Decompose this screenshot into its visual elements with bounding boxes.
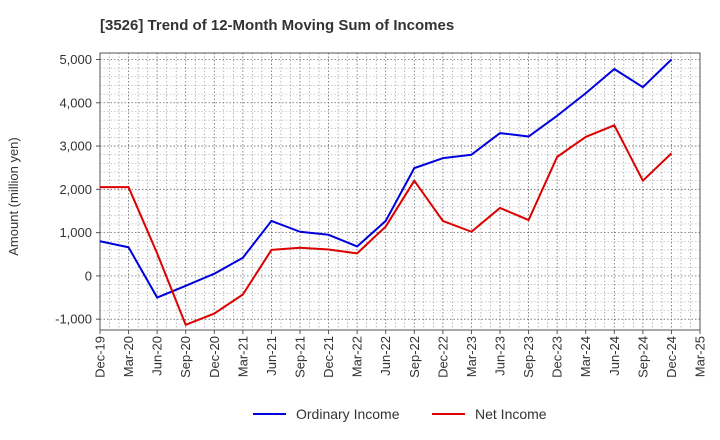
- series-line-ordinary-income: [99, 58, 673, 299]
- chart-title: [3526] Trend of 12-Month Moving Sum of I…: [100, 17, 454, 34]
- plot-frame: [99, 52, 701, 331]
- x-tick-label: Dec-24: [664, 336, 679, 378]
- x-tick-label: Jun-22: [378, 336, 393, 376]
- y-tick-label: 0: [85, 268, 92, 283]
- y-axis: -1,000 0 1,000 2,000 3,000 4,000 5,000: [55, 52, 100, 327]
- series-lines: [99, 58, 673, 326]
- y-tick-label: 5,000: [59, 52, 92, 67]
- y-axis-label: Amount (million yen): [6, 137, 21, 256]
- x-tick-label: Dec-22: [435, 336, 450, 378]
- x-tick-label: Jun-21: [264, 336, 279, 376]
- legend: Ordinary Income Net Income: [253, 406, 547, 422]
- x-tick-label: Mar-23: [464, 336, 479, 377]
- x-tick-label: Jun-24: [607, 336, 622, 376]
- y-tick-label: 3,000: [59, 139, 92, 154]
- x-tick-label: Sep-24: [635, 336, 650, 378]
- x-tick-label: Dec-21: [321, 336, 336, 378]
- x-tick-label: Sep-22: [407, 336, 422, 378]
- x-tick-label: Mar-20: [121, 336, 136, 377]
- x-tick-label: Mar-24: [578, 336, 593, 377]
- x-tick-label: Dec-19: [93, 336, 108, 378]
- y-tick-label: 4,000: [59, 95, 92, 110]
- series-line-net-income: [100, 124, 673, 326]
- x-tick-label: Mar-21: [235, 336, 250, 377]
- legend-label: Net Income: [475, 406, 547, 422]
- x-tick-label: Sep-23: [521, 336, 536, 378]
- grid-lines: [99, 53, 701, 330]
- x-tick-label: Sep-20: [178, 336, 193, 378]
- x-tick-label: Dec-20: [207, 336, 222, 378]
- y-tick-label: 2,000: [59, 182, 92, 197]
- y-tick-label: -1,000: [55, 312, 92, 327]
- x-tick-label: Jun-20: [150, 336, 165, 376]
- x-tick-label: Mar-22: [350, 336, 365, 377]
- x-tick-label: Sep-21: [293, 336, 308, 378]
- x-axis: Dec-19 Mar-20 Jun-20 Sep-20 Dec-20 Mar-21 Jun-…: [93, 330, 708, 378]
- legend-label: Ordinary Income: [296, 406, 400, 422]
- x-tick-label: Mar-25: [693, 336, 708, 377]
- y-tick-label: 1,000: [59, 225, 92, 240]
- x-tick-label: Jun-23: [493, 336, 508, 376]
- x-tick-label: Dec-23: [550, 336, 565, 378]
